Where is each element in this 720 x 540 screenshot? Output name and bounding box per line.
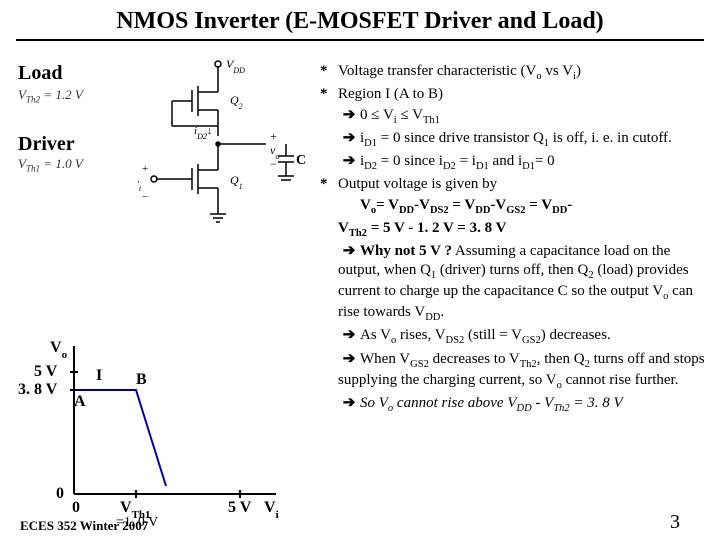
pt-A: A bbox=[74, 393, 86, 410]
svg-text:Vo: Vo bbox=[50, 339, 68, 361]
pt-B: B bbox=[136, 371, 147, 388]
tick-5v-x: 5 V bbox=[228, 499, 252, 516]
circuit-region: Load VTh2 = 1.2 V Driver VTh1 = 1.0 V VD… bbox=[18, 62, 308, 173]
notes: * Voltage transfer characteristic (Vo vs… bbox=[320, 62, 708, 417]
svg-text:Vi: Vi bbox=[264, 499, 279, 521]
footer-left: ECES 352 Winter 2007 bbox=[20, 518, 148, 534]
svg-text:+: + bbox=[142, 163, 148, 175]
svg-text:+: + bbox=[270, 129, 277, 143]
svg-text:Q1: Q1 bbox=[230, 173, 243, 191]
svg-text:C: C bbox=[296, 153, 306, 168]
page-title: NMOS Inverter (E-MOSFET Driver and Load) bbox=[16, 0, 704, 41]
tick-5v: 5 V bbox=[34, 363, 58, 380]
svg-text:−: − bbox=[142, 191, 148, 203]
tick-3p8v: 3. 8 V bbox=[18, 381, 58, 398]
vt-chart: Vo 5 V 3. 8 V I A B 0 0 VTh1 =1. 0 V 5 V… bbox=[16, 336, 316, 526]
svg-text:VDD: VDD bbox=[226, 57, 245, 75]
svg-text:vi: vi bbox=[138, 177, 141, 193]
region-I: I bbox=[96, 367, 102, 384]
svg-text:−: − bbox=[270, 157, 277, 171]
x-zero: 0 bbox=[72, 499, 80, 516]
circuit-svg: VDD Q2 iD2↓ + vo − bbox=[138, 56, 308, 256]
page-number: 3 bbox=[670, 511, 680, 534]
y-zero: 0 bbox=[56, 485, 64, 502]
svg-text:Q2: Q2 bbox=[230, 93, 243, 111]
svg-text:iD2↓: iD2↓ bbox=[194, 125, 212, 141]
